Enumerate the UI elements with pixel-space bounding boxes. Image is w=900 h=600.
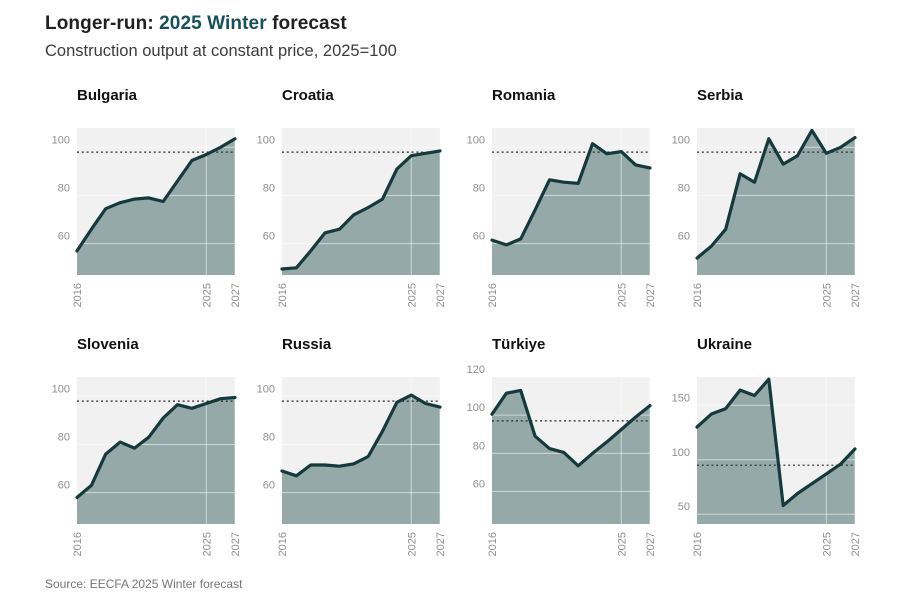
chart-bulgaria: Bulgaria 60 80 100 2016 2025 2027 bbox=[45, 87, 250, 314]
y-tick-label: 80 bbox=[58, 182, 70, 194]
area-fill bbox=[492, 143, 650, 275]
chart-title-croatia: Croatia bbox=[282, 87, 334, 104]
chart-serbia: Serbia 60 80 100 2016 2025 2027 bbox=[665, 87, 871, 314]
y-tick-label: 100 bbox=[52, 134, 70, 146]
chart-ukraine: Ukraine 50 100 150 2016 2025 2027 bbox=[665, 336, 871, 563]
x-tick-label: 2027 bbox=[850, 283, 862, 307]
page-subtitle: Construction output at constant price, 2… bbox=[45, 42, 397, 60]
x-tick-label: 2016 bbox=[487, 532, 499, 556]
x-tick-label: 2025 bbox=[821, 283, 833, 307]
x-tick-label: 2025 bbox=[406, 532, 418, 556]
x-tick-label: 2016 bbox=[72, 283, 84, 307]
x-tick-label: 2025 bbox=[616, 283, 628, 307]
y-tick-label: 80 bbox=[678, 182, 690, 194]
x-tick-label: 2025 bbox=[201, 532, 213, 556]
area-fill bbox=[697, 130, 855, 275]
y-tick-label: 60 bbox=[473, 479, 485, 491]
x-tick-label: 2025 bbox=[616, 532, 628, 556]
y-tick-label: 60 bbox=[263, 480, 275, 492]
chart-plot-trkiye: 60 80 100 120 2016 2025 2027 bbox=[467, 364, 657, 556]
area-fill bbox=[492, 390, 650, 524]
x-tick-label: 2025 bbox=[406, 283, 418, 307]
x-tick-label: 2027 bbox=[645, 283, 657, 307]
x-tick-label: 2027 bbox=[645, 532, 657, 556]
x-tick-label: 2016 bbox=[692, 283, 704, 307]
chart-title-trkiye: Türkiye bbox=[492, 336, 546, 353]
chart-plot-romania: 60 80 100 2016 2025 2027 bbox=[467, 128, 657, 307]
y-tick-label: 60 bbox=[263, 231, 275, 243]
figure-header: Longer-run: 2025 Winter forecast Constru… bbox=[0, 0, 900, 61]
y-tick-label: 100 bbox=[257, 383, 275, 395]
y-tick-label: 100 bbox=[672, 134, 690, 146]
y-tick-label: 60 bbox=[678, 231, 690, 243]
y-tick-label: 80 bbox=[473, 182, 485, 194]
y-tick-label: 60 bbox=[58, 480, 70, 492]
chart-title-bulgaria: Bulgaria bbox=[77, 87, 138, 104]
y-tick-label: 50 bbox=[678, 501, 690, 513]
chart-title-romania: Romania bbox=[492, 87, 556, 104]
page-title: Longer-run: 2025 Winter forecast bbox=[45, 12, 900, 35]
data-line bbox=[280, 149, 442, 271]
charts-grid: Bulgaria 60 80 100 2016 2025 2027 Croatia 60 80 10… bbox=[45, 87, 900, 563]
y-tick-label: 60 bbox=[473, 231, 485, 243]
area-fill bbox=[77, 138, 235, 275]
title-prefix: Longer-run: bbox=[45, 13, 160, 34]
data-line bbox=[695, 128, 857, 260]
chart-title-ukraine: Ukraine bbox=[697, 336, 753, 353]
data-line bbox=[75, 395, 237, 500]
chart-romania: Romania 60 80 100 2016 2025 2027 bbox=[460, 87, 665, 314]
data-line bbox=[695, 377, 857, 508]
chart-slovenia: Slovenia 60 80 100 2016 2025 2027 bbox=[45, 336, 250, 563]
chart-trkiye: Türkiye 60 80 100 120 2016 2025 2027 bbox=[460, 336, 665, 563]
y-tick-label: 100 bbox=[52, 383, 70, 395]
y-tick-label: 100 bbox=[467, 402, 485, 414]
chart-plot-russia: 60 80 100 2016 2025 2027 bbox=[257, 377, 447, 556]
y-tick-label: 120 bbox=[467, 364, 485, 376]
x-tick-label: 2016 bbox=[487, 283, 499, 307]
y-tick-label: 100 bbox=[257, 134, 275, 146]
chart-russia: Russia 60 80 100 2016 2025 2027 bbox=[250, 336, 460, 563]
x-tick-label: 2016 bbox=[277, 532, 289, 556]
chart-plot-croatia: 60 80 100 2016 2025 2027 bbox=[257, 128, 447, 307]
y-tick-label: 80 bbox=[58, 431, 70, 443]
title-highlight: 2025 Winter bbox=[159, 13, 267, 34]
x-tick-label: 2027 bbox=[850, 532, 862, 556]
chart-plot-ukraine: 50 100 150 2016 2025 2027 bbox=[672, 377, 862, 556]
chart-croatia: Croatia 60 80 100 2016 2025 2027 bbox=[250, 87, 460, 314]
chart-title-serbia: Serbia bbox=[697, 87, 743, 104]
data-line bbox=[75, 137, 237, 253]
chart-plot-slovenia: 60 80 100 2016 2025 2027 bbox=[52, 377, 242, 556]
data-line bbox=[490, 142, 652, 247]
y-tick-label: 80 bbox=[263, 182, 275, 194]
x-tick-label: 2016 bbox=[72, 532, 84, 556]
chart-title-russia: Russia bbox=[282, 336, 332, 353]
x-tick-label: 2027 bbox=[435, 532, 447, 556]
x-tick-label: 2025 bbox=[821, 532, 833, 556]
x-tick-label: 2016 bbox=[692, 532, 704, 556]
chart-plot-bulgaria: 60 80 100 2016 2025 2027 bbox=[52, 128, 242, 307]
area-fill bbox=[282, 395, 440, 524]
y-tick-label: 150 bbox=[672, 392, 690, 404]
x-tick-label: 2027 bbox=[435, 283, 447, 307]
title-suffix: forecast bbox=[266, 13, 347, 34]
x-tick-label: 2025 bbox=[201, 283, 213, 307]
y-tick-label: 60 bbox=[58, 231, 70, 243]
data-line bbox=[490, 388, 652, 468]
x-tick-label: 2027 bbox=[230, 283, 242, 307]
chart-title-slovenia: Slovenia bbox=[77, 336, 139, 353]
chart-plot-serbia: 60 80 100 2016 2025 2027 bbox=[672, 128, 862, 307]
data-line bbox=[280, 393, 442, 478]
source-note: Source: EECFA 2025 Winter forecast bbox=[45, 577, 243, 591]
x-tick-label: 2016 bbox=[277, 283, 289, 307]
y-tick-label: 80 bbox=[473, 440, 485, 452]
x-tick-label: 2027 bbox=[230, 532, 242, 556]
y-tick-label: 80 bbox=[263, 431, 275, 443]
y-tick-label: 100 bbox=[467, 134, 485, 146]
y-tick-label: 100 bbox=[672, 447, 690, 459]
